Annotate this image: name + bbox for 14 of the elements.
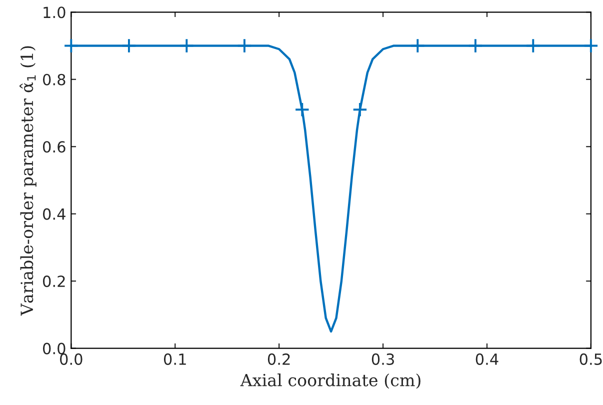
- y-tick-label: 0.2: [43, 276, 65, 288]
- y-tick-label: 1.0: [44, 6, 66, 18]
- x-tick-label: 0.2: [268, 353, 290, 365]
- x-tick-label: 0.3: [372, 353, 394, 365]
- x-tick-label: 0.4: [476, 353, 498, 365]
- x-tick-label: 0.0: [60, 353, 82, 365]
- y-axis-title: Variable-order parameter α̂$_{1}$ (1): [20, 46, 36, 316]
- y-tick-label: 0.4: [43, 208, 66, 220]
- x-tick-label: 0.1: [164, 353, 186, 365]
- y-tick-label: 0.6: [43, 141, 66, 153]
- y-tick-label: 0.8: [43, 74, 66, 86]
- y-tick-label: 0.0: [43, 342, 66, 354]
- x-tick-label: 0.5: [580, 353, 602, 365]
- x-axis-title: Axial coordinate (cm): [240, 374, 420, 389]
